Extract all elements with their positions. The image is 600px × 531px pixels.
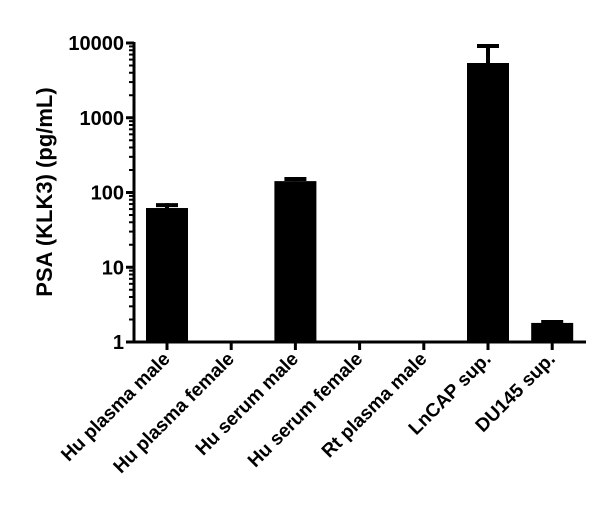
y-axis-title: PSA (KLK3) (pg/mL) [32,87,57,296]
x-category-label: Hu plasma male [57,349,174,466]
y-tick-label: 100 [91,183,124,205]
x-axis [127,340,586,350]
bars [146,43,574,342]
x-category-label: Hu serum female [244,349,367,472]
y-tick-label: 1 [113,332,124,354]
y-tick-label: 10000 [68,33,124,55]
bar [531,319,574,342]
bar [467,43,509,342]
y-tick-label: 1000 [80,108,125,130]
y-axis: 1 10 100 1000 10000 [68,33,136,354]
bar [146,203,188,342]
bar [274,177,317,342]
x-category-label: Hu plasma female [110,349,239,478]
y-tick-label: 10 [102,257,124,279]
